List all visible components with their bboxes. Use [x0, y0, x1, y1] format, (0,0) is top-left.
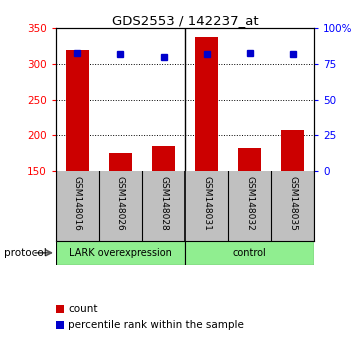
Bar: [238, 148, 261, 171]
Bar: [195, 37, 218, 171]
Title: GDS2553 / 142237_at: GDS2553 / 142237_at: [112, 14, 258, 27]
Text: LARK overexpression: LARK overexpression: [69, 248, 172, 258]
Bar: [281, 130, 304, 171]
Text: count: count: [68, 304, 98, 314]
Text: GSM148016: GSM148016: [73, 176, 82, 231]
Bar: [152, 146, 175, 171]
Text: control: control: [233, 248, 266, 258]
Text: GSM148032: GSM148032: [245, 176, 254, 231]
Bar: [66, 50, 89, 171]
Text: GSM148026: GSM148026: [116, 176, 125, 231]
Text: percentile rank within the sample: percentile rank within the sample: [68, 320, 244, 330]
Bar: [56, 241, 185, 265]
Bar: [109, 153, 132, 171]
Text: GSM148028: GSM148028: [159, 176, 168, 231]
Text: protocol: protocol: [4, 248, 46, 258]
Text: GSM148031: GSM148031: [202, 176, 211, 231]
Text: GSM148035: GSM148035: [288, 176, 297, 231]
Bar: [185, 241, 314, 265]
